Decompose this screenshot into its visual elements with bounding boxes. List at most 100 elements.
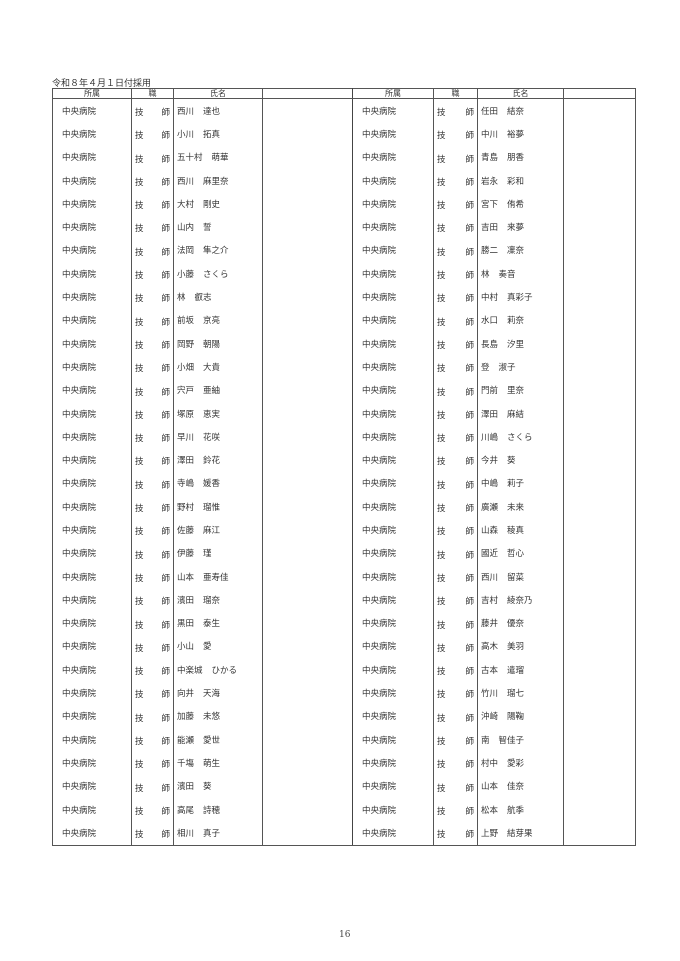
blank-cell <box>563 495 636 519</box>
position-char: 技 <box>437 573 446 584</box>
name-cell: 濱田 瑠奈 <box>173 588 263 612</box>
position-char: 技 <box>135 131 144 142</box>
blank-cell <box>563 518 636 542</box>
position-cell: 技師 <box>131 495 174 519</box>
affiliation-cell: 中央病院 <box>352 681 434 705</box>
given-name: 花咲 <box>203 432 221 443</box>
position-char: 師 <box>161 434 170 445</box>
blank-cell <box>262 425 353 449</box>
position-cell: 技師 <box>131 308 174 332</box>
position-char: 師 <box>465 713 474 724</box>
family-name: 中川 <box>481 129 499 140</box>
affiliation-cell: 中央病院 <box>352 774 434 798</box>
family-name: 川嶋 <box>481 432 499 443</box>
name-cell: 寺嶋 媛香 <box>173 471 263 496</box>
family-name: 任田 <box>481 106 499 117</box>
position-char: 師 <box>161 737 170 748</box>
family-name: 西川 <box>481 572 499 583</box>
family-name: 相川 <box>177 828 195 839</box>
position-char: 師 <box>161 247 170 258</box>
affiliation-cell: 中央病院 <box>52 98 132 123</box>
header-name: 氏名 <box>173 88 263 99</box>
given-name: 侑希 <box>507 199 525 210</box>
blank-cell <box>563 285 636 309</box>
position-char: 技 <box>437 410 446 421</box>
position-cell: 技師 <box>433 774 478 798</box>
given-name: 京亮 <box>203 316 221 327</box>
table-row: 中央病院 技師 小畑 大貴 中央病院 技師 登淑子 <box>52 355 636 379</box>
affiliation-cell: 中央病院 <box>352 448 434 472</box>
position-char: 技 <box>135 434 144 445</box>
affiliation-cell: 中央病院 <box>52 192 132 216</box>
given-name: 航季 <box>507 805 525 816</box>
given-name: 萌華 <box>211 153 229 164</box>
family-name: 能瀬 <box>177 735 195 746</box>
position-char: 技 <box>135 410 144 421</box>
position-char: 技 <box>437 317 446 328</box>
blank-cell <box>262 681 353 705</box>
position-cell: 技師 <box>131 331 174 356</box>
table-row: 中央病院 技師 宍戸 亜紬 中央病院 技師 門前 里奈 <box>52 378 636 402</box>
name-cell: 青島 朋香 <box>477 145 564 169</box>
table-row: 中央病院 技師 前坂 京亮 中央病院 技師 水口 莉奈 <box>52 308 636 332</box>
given-name: 誓 <box>203 223 212 234</box>
table-row: 中央病院 技師 法岡 隼之介 中央病院 技師 勝二 凜奈 <box>52 238 636 263</box>
name-cell: 法岡 隼之介 <box>173 238 263 263</box>
family-name: 塚原 <box>177 409 195 420</box>
table-row: 中央病院 技師 中楽城 ひかる 中央病院 技師 古本 遣瑠 <box>52 658 636 682</box>
position-cell: 技師 <box>433 401 478 426</box>
given-name: 優奈 <box>507 619 525 630</box>
position-cell: 技師 <box>433 588 478 612</box>
position-cell: 技師 <box>433 564 478 589</box>
blank-cell <box>563 331 636 356</box>
position-char: 師 <box>161 690 170 701</box>
position-cell: 技師 <box>131 238 174 263</box>
header-row: 所属 職 氏名 所属 職 氏名 <box>52 88 636 99</box>
header-affiliation: 所属 <box>352 88 434 99</box>
given-name: 剛史 <box>203 199 221 210</box>
table-row: 中央病院 技師 早川 花咲 中央病院 技師 川嶋 さくら <box>52 425 636 449</box>
position-char: 師 <box>161 504 170 515</box>
given-name: 瑠七 <box>507 689 525 700</box>
affiliation-cell: 中央病院 <box>52 262 132 286</box>
name-cell: 宍戸 亜紬 <box>173 378 263 402</box>
family-name: 村中 <box>481 758 499 769</box>
affiliation-cell: 中央病院 <box>352 518 434 542</box>
document-title: 令和８年４月１日付採用 <box>52 79 152 89</box>
blank-cell <box>563 588 636 612</box>
blank-cell <box>563 471 636 496</box>
name-cell: 門前 里奈 <box>477 378 564 402</box>
position-char: 技 <box>437 224 446 235</box>
table-row: 中央病院 技師 山本 亜寿佳 中央病院 技師 西川 留菜 <box>52 564 636 589</box>
position-char: 師 <box>465 667 474 678</box>
given-name: 奏音 <box>498 269 516 280</box>
position-char: 技 <box>135 364 144 375</box>
family-name: 松本 <box>481 805 499 816</box>
affiliation-cell: 中央病院 <box>52 588 132 612</box>
position-char: 師 <box>161 154 170 165</box>
name-cell: 林奏音 <box>477 262 564 286</box>
blank-cell <box>262 331 353 356</box>
given-name: 陽鞠 <box>507 712 525 723</box>
family-name: 門前 <box>481 386 499 397</box>
blank-cell <box>563 448 636 472</box>
position-char: 師 <box>465 573 474 584</box>
given-name: 恵実 <box>203 409 221 420</box>
position-char: 師 <box>465 597 474 608</box>
position-char: 師 <box>161 573 170 584</box>
position-char: 技 <box>135 224 144 235</box>
blank-cell <box>563 238 636 263</box>
affiliation-cell: 中央病院 <box>352 658 434 682</box>
position-cell: 技師 <box>433 215 478 239</box>
family-name: 吉田 <box>481 223 499 234</box>
name-cell: 高木 美羽 <box>477 634 564 659</box>
given-name: 愛彩 <box>507 758 525 769</box>
affiliation-cell: 中央病院 <box>52 331 132 356</box>
affiliation-cell: 中央病院 <box>52 308 132 332</box>
position-char: 技 <box>437 783 446 794</box>
position-char: 師 <box>161 806 170 817</box>
position-char: 師 <box>465 317 474 328</box>
position-char: 技 <box>135 201 144 212</box>
position-char: 師 <box>161 667 170 678</box>
position-char: 技 <box>437 760 446 771</box>
